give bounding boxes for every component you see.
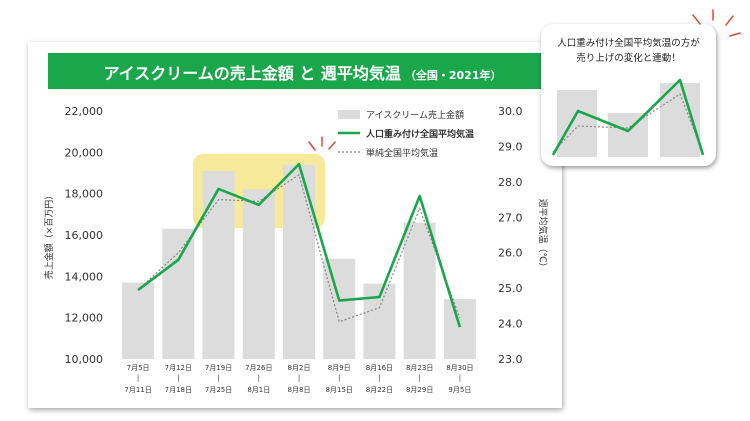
x-tick-end: 7月18日 xyxy=(165,386,192,394)
y-tick-label: 10,000 xyxy=(65,353,104,366)
x-tick-sep: | xyxy=(338,374,340,382)
legend-swatch-bars xyxy=(338,110,360,119)
x-tick-end: 7月11日 xyxy=(124,386,151,394)
y-tick-label: 14,000 xyxy=(65,270,104,283)
x-tick-sep: | xyxy=(177,374,179,382)
x-tick-sep: | xyxy=(418,374,420,382)
title-banner xyxy=(48,53,556,89)
x-tick-end: 8月15日 xyxy=(326,386,353,394)
y2-tick-label: 29.0 xyxy=(498,140,523,153)
x-tick-end: 8月22日 xyxy=(366,386,393,394)
y-axis-label: 売上金額（×百万円） xyxy=(43,191,55,280)
legend-label-weighted: 人口重み付け全国平均気温 xyxy=(365,128,474,140)
callout-burst-mark xyxy=(692,14,701,25)
chart-subtitle: （全国・2021年） xyxy=(404,69,502,82)
callout-burst-mark xyxy=(729,32,741,37)
callout-burst-mark xyxy=(725,15,734,26)
x-tick-start: 7月5日 xyxy=(127,364,150,372)
series-weighted-temp-line xyxy=(137,162,462,328)
x-tick-start: 8月9日 xyxy=(328,364,351,372)
y-tick-label: 22,000 xyxy=(65,105,104,118)
y2-tick-label: 28.0 xyxy=(498,176,523,189)
bar-6 xyxy=(323,258,356,359)
x-tick-end: 8月1日 xyxy=(247,386,270,394)
callout-text-line1: 人口重み付け全国平均気温の方が xyxy=(557,38,700,49)
x-tick-sep: | xyxy=(258,374,260,382)
y2-axis-label: 週平均気温（℃） xyxy=(537,198,549,271)
inset-simple-line xyxy=(552,93,704,154)
x-tick-sep: | xyxy=(378,374,380,382)
y2-tick-label: 24.0 xyxy=(498,318,523,331)
y2-tick-label: 26.0 xyxy=(498,247,523,260)
callout-text-line2: 売り上げの変化と連動！ xyxy=(576,53,681,64)
emphasis-burst-mark xyxy=(328,141,336,150)
x-tick-sep: | xyxy=(459,374,461,382)
x-tick-start: 7月12日 xyxy=(165,364,192,372)
x-tick-start: 7月26日 xyxy=(245,364,272,372)
x-tick-start: 7月19日 xyxy=(205,364,232,372)
chart-title-main: アイスクリームの売上金額 と 週平均気温 xyxy=(103,64,401,83)
emphasis-burst-mark xyxy=(308,141,316,151)
inset-bar xyxy=(608,113,648,157)
x-tick-end: 9月5日 xyxy=(448,386,471,394)
x-tick-start: 8月16日 xyxy=(366,364,393,372)
x-tick-end: 8月8日 xyxy=(288,386,311,394)
y-tick-label: 12,000 xyxy=(65,312,104,325)
y-tick-label: 18,000 xyxy=(65,188,104,201)
bar-3 xyxy=(202,170,235,359)
bar-9 xyxy=(443,299,476,359)
y2-tick-label: 23.0 xyxy=(498,353,523,366)
y2-tick-label: 30.0 xyxy=(498,105,523,118)
y2-tick-label: 27.0 xyxy=(498,211,523,224)
inset-bar xyxy=(557,90,597,157)
x-tick-start: 8月2日 xyxy=(288,364,311,372)
bar-4 xyxy=(242,189,275,359)
x-tick-sep: | xyxy=(137,374,139,382)
x-tick-sep: | xyxy=(217,374,219,382)
legend-label-simple: 単純全国平均気温 xyxy=(366,147,438,159)
y-tick-label: 20,000 xyxy=(65,146,104,159)
x-tick-start: 8月30日 xyxy=(446,364,473,372)
x-tick-start: 8月23日 xyxy=(406,364,433,372)
legend-label-bars: アイスクリーム売上金額 xyxy=(366,109,464,121)
chart-title: アイスクリームの売上金額 と 週平均気温 （全国・2021年） xyxy=(55,60,550,84)
y2-tick-label: 25.0 xyxy=(498,282,523,295)
x-tick-end: 7月25日 xyxy=(205,386,232,394)
bar-1 xyxy=(122,282,155,359)
bar-8 xyxy=(403,222,436,359)
inset-weighted-line xyxy=(551,78,705,156)
bar-2 xyxy=(162,228,195,359)
y-tick-label: 16,000 xyxy=(65,229,104,242)
x-tick-sep: | xyxy=(298,374,300,382)
x-tick-end: 8月29日 xyxy=(406,386,433,394)
